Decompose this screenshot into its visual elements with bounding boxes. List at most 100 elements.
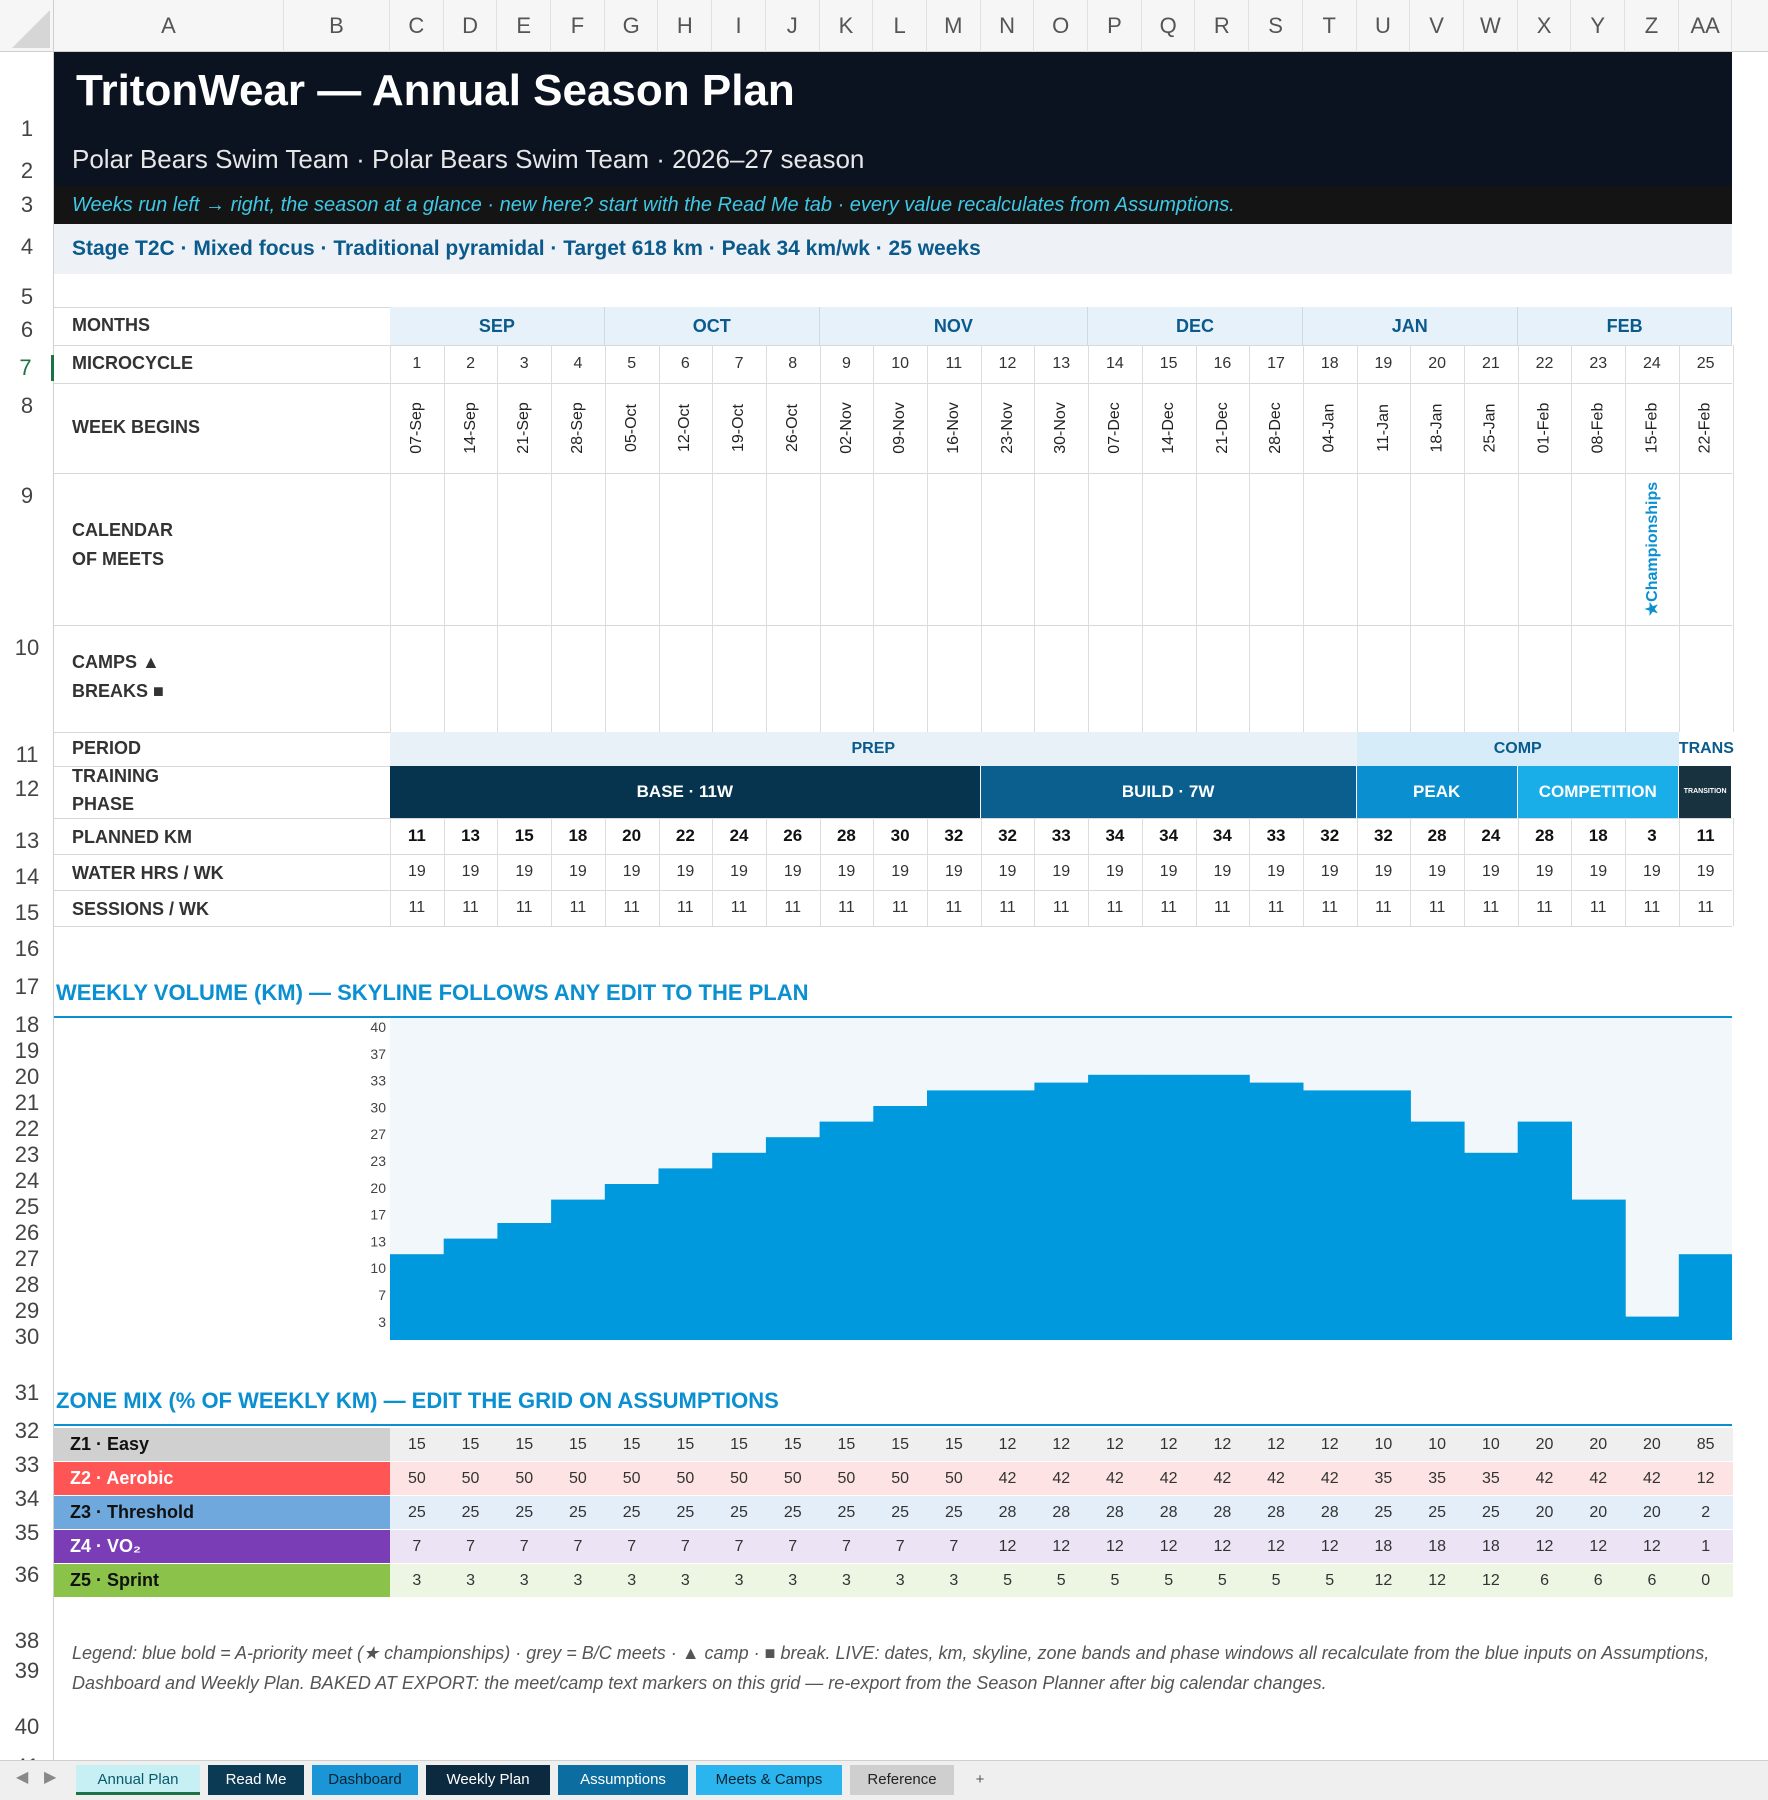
zone-value-cell[interactable]: 50 [730,1470,748,1487]
planned-km-cell[interactable]: 20 [622,826,642,845]
sessions-cell[interactable]: 11 [730,899,748,916]
zone-value-cell[interactable]: 50 [515,1470,534,1487]
sheet-tab[interactable]: Meets & Camps [696,1765,842,1795]
zone-value-cell[interactable]: 7 [949,1538,959,1555]
zone-value-cell[interactable]: 18 [1481,1538,1500,1555]
planned-km-cell[interactable]: 24 [729,826,749,845]
zone-value-cell[interactable]: 5 [1271,1572,1281,1589]
sessions-cell[interactable]: 11 [677,899,694,916]
zone-value-cell[interactable]: 15 [676,1436,695,1453]
zone-value-cell[interactable]: 25 [783,1504,802,1521]
zone-value-cell[interactable]: 12 [1159,1436,1178,1453]
zone-value-cell[interactable]: 20 [1535,1436,1554,1453]
row-header-19[interactable]: 19 [14,1038,40,1063]
column-header-f[interactable]: F [551,0,605,52]
zone-value-cell[interactable]: 42 [1267,1470,1285,1487]
row-header-12[interactable]: 12 [14,776,40,801]
row-header-34[interactable]: 34 [14,1486,40,1511]
zone-value-cell[interactable]: 6 [1593,1572,1603,1589]
zone-value-cell[interactable]: 25 [515,1504,534,1521]
water-hrs-cell[interactable]: 19 [1428,863,1447,880]
zone-value-cell[interactable]: 42 [1535,1470,1554,1487]
zone-value-cell[interactable]: 35 [1428,1470,1447,1487]
zone-value-cell[interactable]: 42 [1213,1470,1232,1487]
sessions-cell[interactable]: 11 [1321,899,1339,916]
planned-km-cell[interactable]: 26 [783,826,803,845]
sessions-cell[interactable]: 11 [408,899,426,916]
column-header-n[interactable]: N [981,0,1035,52]
zone-value-cell[interactable]: 5 [1056,1572,1066,1589]
sessions-cell[interactable]: 11 [1267,899,1285,916]
add-sheet-button[interactable]: + [975,1771,985,1788]
water-hrs-cell[interactable]: 19 [1589,863,1608,880]
planned-km-cell[interactable]: 15 [514,826,534,845]
water-hrs-cell[interactable]: 19 [1213,863,1232,880]
zone-value-cell[interactable]: 20 [1589,1504,1608,1521]
sessions-cell[interactable]: 11 [569,899,587,916]
zone-value-cell[interactable]: 15 [569,1436,587,1453]
planned-km-cell[interactable]: 18 [568,826,588,845]
planned-km-cell[interactable]: 32 [1373,826,1393,845]
column-header-w[interactable]: W [1464,0,1518,52]
row-header-25[interactable]: 25 [14,1194,40,1219]
planned-km-cell[interactable]: 32 [944,826,964,845]
row-header-28[interactable]: 28 [14,1272,40,1297]
water-hrs-cell[interactable]: 19 [1535,863,1554,880]
sheet-tab[interactable]: Read Me [208,1765,304,1795]
sessions-cell[interactable]: 11 [1589,899,1607,916]
water-hrs-cell[interactable]: 19 [1106,863,1124,880]
water-hrs-cell[interactable]: 19 [622,863,641,880]
zone-value-cell[interactable]: 25 [837,1504,856,1521]
zone-value-cell[interactable]: 25 [1481,1504,1500,1521]
zone-value-cell[interactable]: 18 [1428,1538,1447,1555]
water-hrs-cell[interactable]: 19 [676,863,695,880]
zone-value-cell[interactable]: 15 [407,1436,426,1453]
water-hrs-cell[interactable]: 19 [1481,863,1500,880]
column-header-p[interactable]: P [1088,0,1142,52]
column-header-g[interactable]: G [605,0,659,52]
sessions-cell[interactable]: 11 [1697,899,1714,916]
column-header-m[interactable]: M [927,0,981,52]
column-header-t[interactable]: T [1303,0,1357,52]
zone-value-cell[interactable]: 5 [1164,1572,1174,1589]
water-hrs-cell[interactable]: 19 [461,863,480,880]
zone-value-cell[interactable]: 15 [515,1436,534,1453]
zone-value-cell[interactable]: 18 [1374,1538,1393,1555]
row-header-33[interactable]: 33 [14,1452,40,1477]
sessions-cell[interactable]: 11 [1214,899,1231,916]
row-header-32[interactable]: 32 [14,1418,40,1443]
training-phase-band[interactable]: TRANSITION [1678,766,1733,818]
row-header-7[interactable]: 7 [0,355,54,381]
zone-value-cell[interactable]: 12 [1052,1436,1071,1453]
zone-value-cell[interactable]: 12 [1267,1436,1285,1453]
planned-km-cell[interactable]: 33 [1051,826,1071,845]
zone-value-cell[interactable]: 12 [1535,1538,1554,1555]
row-header-30[interactable]: 30 [14,1324,40,1349]
water-hrs-cell[interactable]: 19 [515,863,534,880]
zone-value-cell[interactable]: 42 [1320,1470,1339,1487]
planned-km-cell[interactable]: 28 [1427,826,1447,845]
zone-value-cell[interactable]: 25 [730,1504,748,1521]
zone-value-cell[interactable]: 3 [841,1572,851,1589]
zone-value-cell[interactable]: 42 [1106,1470,1124,1487]
zone-value-cell[interactable]: 12 [1106,1436,1124,1453]
sessions-cell[interactable]: 11 [1643,899,1661,916]
zone-value-cell[interactable]: 25 [1374,1504,1393,1521]
row-header-21[interactable]: 21 [14,1090,40,1115]
zone-value-cell[interactable]: 10 [1481,1436,1500,1453]
row-header-22[interactable]: 22 [14,1116,40,1141]
zone-value-cell[interactable]: 3 [573,1572,583,1589]
zone-value-cell[interactable]: 28 [998,1504,1017,1521]
row-header-4[interactable]: 4 [20,234,34,259]
column-header-v[interactable]: V [1410,0,1464,52]
sheet-tab[interactable]: Weekly Plan [426,1765,550,1795]
zone-value-cell[interactable]: 35 [1481,1470,1500,1487]
zone-value-cell[interactable]: 5 [1110,1572,1120,1589]
zone-value-cell[interactable]: 28 [1106,1504,1124,1521]
zone-value-cell[interactable]: 3 [680,1572,690,1589]
zone-value-cell[interactable]: 7 [466,1538,475,1555]
zone-value-cell[interactable]: 50 [676,1470,695,1487]
zone-value-cell[interactable]: 15 [461,1436,480,1453]
zone-value-cell[interactable]: 3 [466,1572,475,1589]
planned-km-cell[interactable]: 34 [1212,826,1232,845]
